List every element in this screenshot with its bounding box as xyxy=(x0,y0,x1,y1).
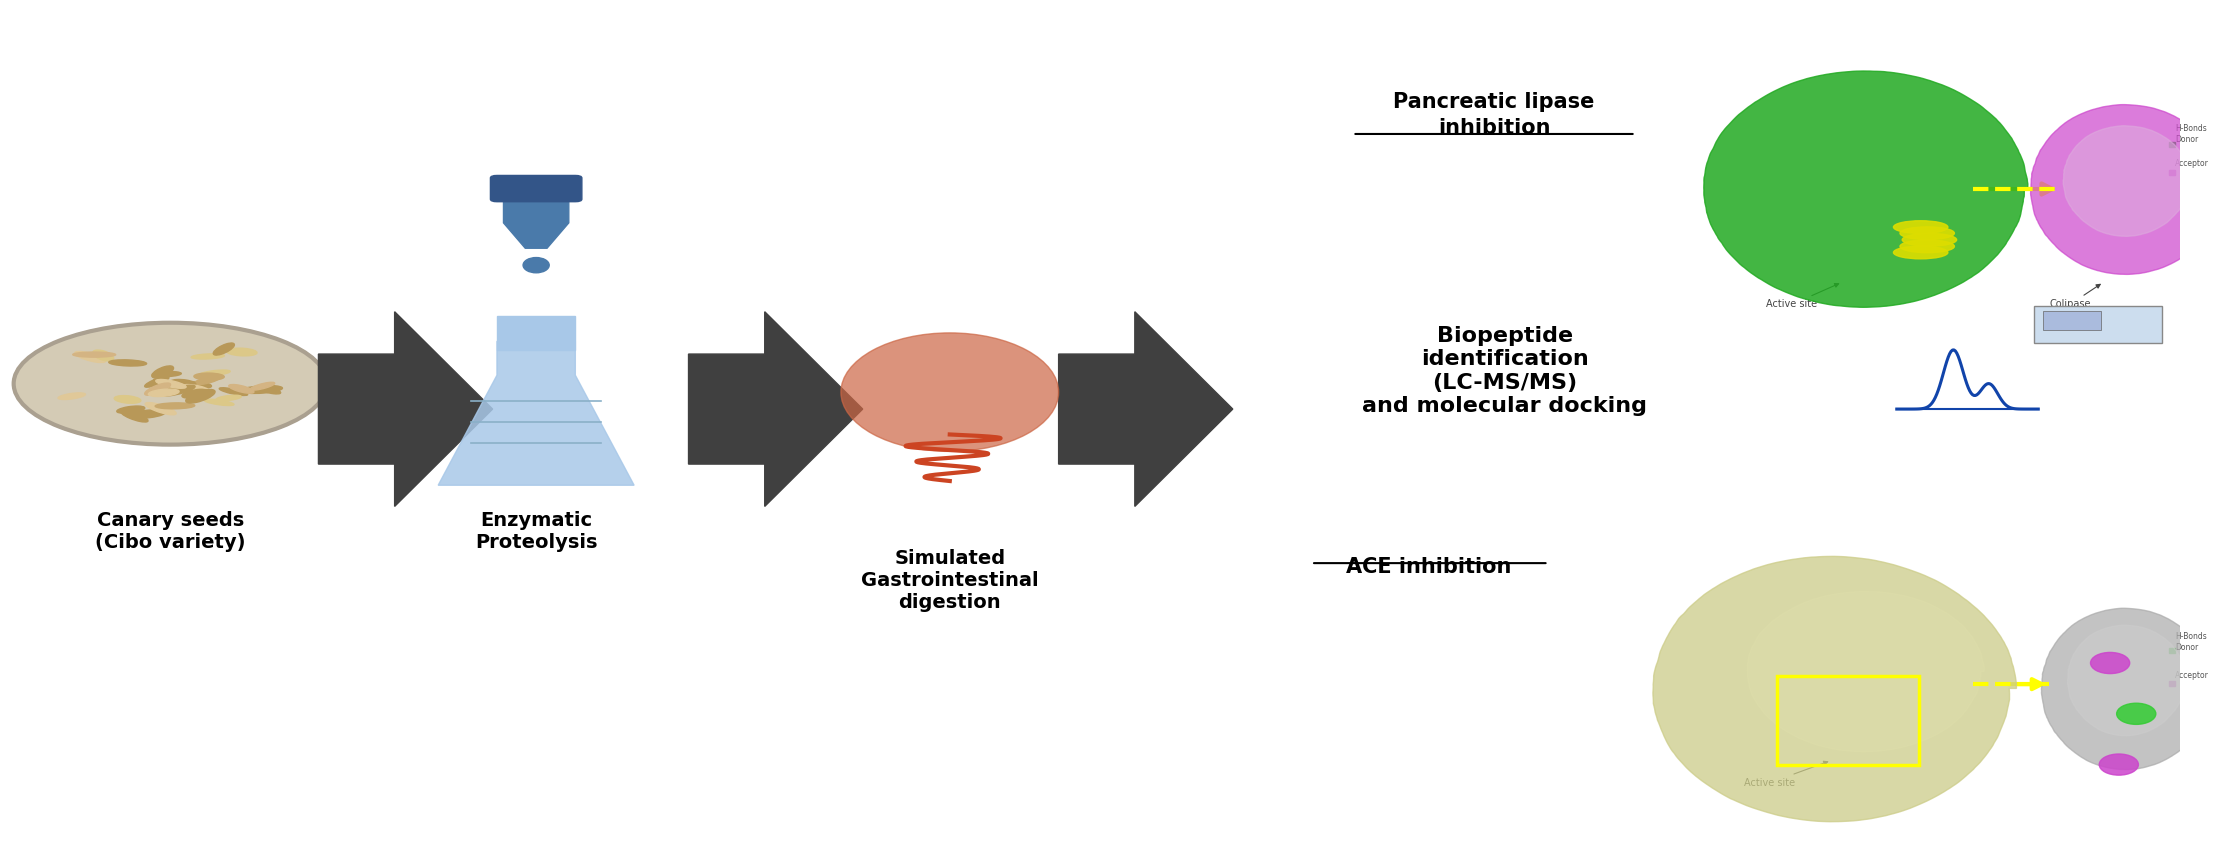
Polygon shape xyxy=(505,198,569,248)
Ellipse shape xyxy=(148,389,179,396)
Ellipse shape xyxy=(153,371,181,377)
Ellipse shape xyxy=(204,400,235,406)
Text: H-Bonds
Donor: H-Bonds Donor xyxy=(2175,632,2206,652)
Bar xyxy=(2169,681,2175,686)
Ellipse shape xyxy=(186,389,215,403)
Ellipse shape xyxy=(153,366,173,377)
Ellipse shape xyxy=(144,377,168,387)
Ellipse shape xyxy=(212,343,235,355)
Text: Canary seeds
(Cibo variety): Canary seeds (Cibo variety) xyxy=(95,510,246,551)
Ellipse shape xyxy=(170,379,197,387)
Text: Biopeptide
identification
(LC-MS/MS)
and molecular docking: Biopeptide identification (LC-MS/MS) and… xyxy=(1363,326,1646,416)
Ellipse shape xyxy=(93,350,113,361)
Ellipse shape xyxy=(1901,240,1954,253)
Polygon shape xyxy=(438,342,635,486)
Ellipse shape xyxy=(226,348,257,356)
Polygon shape xyxy=(1748,591,1985,751)
Polygon shape xyxy=(2040,608,2213,769)
Ellipse shape xyxy=(155,403,195,409)
Polygon shape xyxy=(688,312,863,506)
FancyBboxPatch shape xyxy=(498,316,575,350)
Text: Acceptor: Acceptor xyxy=(2175,671,2209,680)
Text: Simulated
Gastrointestinal
digestion: Simulated Gastrointestinal digestion xyxy=(861,549,1038,612)
Polygon shape xyxy=(319,312,493,506)
Ellipse shape xyxy=(73,352,115,357)
Ellipse shape xyxy=(108,360,146,366)
Ellipse shape xyxy=(2091,653,2129,674)
Ellipse shape xyxy=(195,373,224,380)
Text: Pancreatic lipase
inhibition: Pancreatic lipase inhibition xyxy=(1394,92,1596,138)
Ellipse shape xyxy=(250,383,274,390)
Text: Active site: Active site xyxy=(1744,761,1828,788)
Ellipse shape xyxy=(131,410,166,418)
Ellipse shape xyxy=(2100,754,2138,775)
Ellipse shape xyxy=(1901,227,1954,239)
Ellipse shape xyxy=(228,384,254,394)
Polygon shape xyxy=(2067,625,2186,736)
FancyBboxPatch shape xyxy=(491,176,582,202)
Bar xyxy=(2169,170,2175,175)
FancyBboxPatch shape xyxy=(2034,306,2162,343)
Ellipse shape xyxy=(522,257,549,273)
Ellipse shape xyxy=(155,379,186,389)
Ellipse shape xyxy=(217,395,241,400)
Ellipse shape xyxy=(1894,221,1947,233)
Ellipse shape xyxy=(2116,703,2155,724)
Ellipse shape xyxy=(144,383,170,395)
Ellipse shape xyxy=(1903,233,1956,246)
Polygon shape xyxy=(1058,312,1233,506)
FancyBboxPatch shape xyxy=(2043,311,2102,330)
Ellipse shape xyxy=(153,379,177,390)
Text: ACE inhibition: ACE inhibition xyxy=(1346,557,1511,577)
Polygon shape xyxy=(2032,105,2213,274)
Bar xyxy=(2169,141,2175,147)
Text: H-Bonds
Donor: H-Bonds Donor xyxy=(2175,124,2206,144)
Circle shape xyxy=(13,323,328,445)
Text: Acceptor: Acceptor xyxy=(2175,159,2209,168)
Ellipse shape xyxy=(146,403,177,415)
Ellipse shape xyxy=(115,395,142,403)
Ellipse shape xyxy=(122,411,148,422)
Ellipse shape xyxy=(184,382,212,389)
Polygon shape xyxy=(2063,126,2191,236)
Ellipse shape xyxy=(199,370,230,376)
Text: Enzymatic
Proteolysis: Enzymatic Proteolysis xyxy=(476,510,598,551)
Bar xyxy=(1777,676,1919,764)
Ellipse shape xyxy=(157,381,184,387)
Ellipse shape xyxy=(75,352,106,362)
Polygon shape xyxy=(1704,71,2027,308)
Ellipse shape xyxy=(241,386,283,394)
Ellipse shape xyxy=(195,376,221,384)
Ellipse shape xyxy=(181,384,210,394)
Ellipse shape xyxy=(190,354,224,359)
Ellipse shape xyxy=(1894,246,1947,259)
Ellipse shape xyxy=(181,389,208,398)
Ellipse shape xyxy=(257,386,281,394)
Ellipse shape xyxy=(162,385,195,396)
Ellipse shape xyxy=(219,388,248,395)
Polygon shape xyxy=(1653,556,2016,821)
Ellipse shape xyxy=(117,406,144,413)
Text: Colipase: Colipase xyxy=(2049,285,2100,309)
Bar xyxy=(2169,648,2175,653)
Ellipse shape xyxy=(58,393,86,400)
Text: Active site: Active site xyxy=(1766,284,1839,309)
Ellipse shape xyxy=(841,333,1058,452)
